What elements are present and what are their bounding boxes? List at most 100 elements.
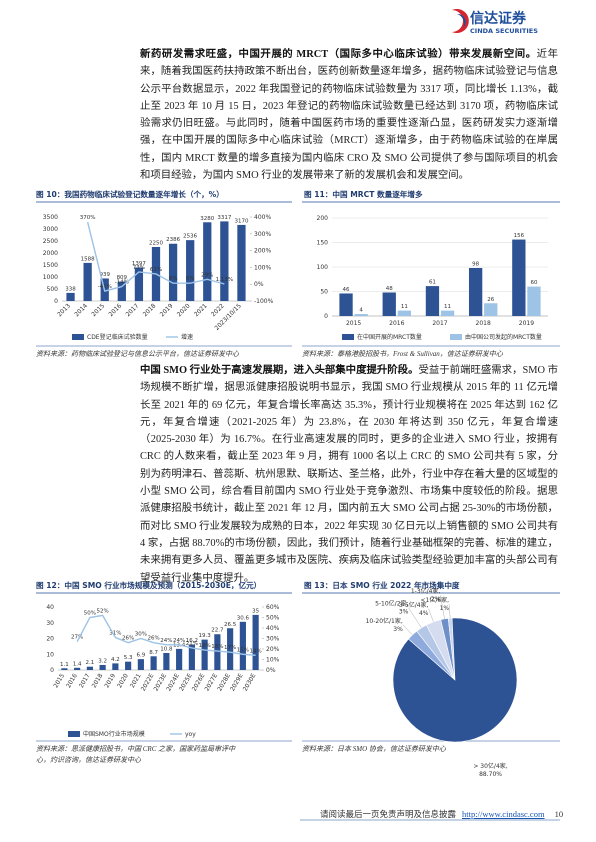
x-tick-label: 2014 bbox=[73, 302, 89, 318]
pie-label: <1亿/6家, bbox=[421, 596, 450, 604]
figure-title: 图 13：日本 SMO 行业 2022 年市场集中度 bbox=[304, 580, 460, 590]
bar bbox=[201, 639, 208, 670]
pie-value: 3% bbox=[399, 609, 409, 616]
data-label: 2250 bbox=[149, 241, 163, 247]
data-label: 26.5 bbox=[224, 622, 237, 628]
data-label: 1.1 bbox=[60, 662, 69, 668]
source: 资料来源：日本 SMO 协会，信达证券研发中心 bbox=[302, 745, 446, 753]
pie-value: 4% bbox=[419, 610, 429, 617]
data-label: 27% bbox=[71, 635, 83, 641]
pie-slice bbox=[392, 617, 518, 743]
data-label: 73% bbox=[133, 265, 145, 271]
x-tick-label: 2015 bbox=[90, 302, 106, 318]
logo-subtext: CINDA SECURITIES bbox=[470, 27, 538, 35]
y2-tick-label: 0% bbox=[254, 281, 264, 288]
line bbox=[86, 221, 225, 292]
x-tick-label: 2017 bbox=[125, 302, 141, 318]
data-label: 6.9 bbox=[137, 653, 146, 659]
data-label: 1.13% bbox=[216, 277, 233, 283]
data-label: 24% bbox=[173, 638, 185, 644]
x-tick-label: 2018 bbox=[142, 302, 158, 318]
y-tick-label: 3500 bbox=[43, 214, 58, 221]
bar bbox=[382, 292, 396, 316]
source: 资料来源：药物临床试验登记与信息公示平台，信达证券研发中心 bbox=[36, 350, 239, 358]
bar bbox=[252, 614, 259, 670]
x-tick-label: 2018 bbox=[476, 320, 491, 327]
data-label: 2536 bbox=[183, 234, 197, 240]
y-tick-label: 100 bbox=[317, 264, 329, 271]
data-label: 1.4 bbox=[73, 661, 82, 667]
data-label: 19.3 bbox=[199, 633, 212, 639]
y2-tick-label: 200% bbox=[254, 248, 271, 255]
data-label: 2386 bbox=[166, 237, 180, 243]
pie-label: 5-10亿/2家, bbox=[375, 600, 408, 608]
data-label: 5.3 bbox=[124, 655, 133, 661]
data-label: 156 bbox=[514, 233, 525, 239]
data-label: 17% bbox=[224, 645, 236, 651]
bar bbox=[99, 664, 106, 670]
data-label: 61% bbox=[150, 267, 162, 273]
data-label: 15% bbox=[237, 647, 249, 653]
bar bbox=[227, 628, 234, 670]
x-tick-label: 2020 bbox=[116, 672, 130, 689]
pie-value: 88.70% bbox=[479, 771, 502, 778]
bar bbox=[527, 286, 541, 316]
data-label: 4.2 bbox=[111, 657, 120, 663]
leader-line bbox=[408, 607, 422, 628]
legend-label: 中国SMO行业市场规模 bbox=[83, 730, 145, 738]
bar bbox=[188, 644, 195, 670]
pie-label: 1-3亿/4家, bbox=[411, 587, 441, 595]
data-label: 24% bbox=[160, 638, 172, 644]
data-label: 18% bbox=[211, 644, 223, 650]
x-tick-label: 2020 bbox=[176, 302, 192, 318]
data-label: 26% bbox=[122, 636, 134, 642]
leader-line bbox=[440, 595, 445, 619]
bar bbox=[339, 293, 353, 316]
paragraph: 中国 SMO 行业处于高速发展期，进入头部集中度提升阶段。受益于前端旺盛需求，S… bbox=[140, 362, 558, 587]
bar bbox=[137, 659, 144, 670]
x-tick-label: 2019 bbox=[519, 320, 534, 327]
data-label: 29% bbox=[201, 272, 213, 278]
data-label: 19% bbox=[199, 643, 211, 649]
bar bbox=[468, 267, 483, 316]
legend-swatch bbox=[342, 334, 354, 340]
leader-line bbox=[402, 624, 413, 636]
logo-mark bbox=[452, 8, 469, 34]
y-tick-label: 1500 bbox=[43, 262, 58, 269]
bar bbox=[237, 224, 246, 301]
y-tick-label: 30 bbox=[46, 620, 54, 627]
logo-text: 信达证券 bbox=[470, 10, 527, 27]
y-tick-label: 0 bbox=[50, 667, 54, 674]
bar bbox=[134, 267, 144, 301]
data-label: 21% bbox=[186, 641, 198, 647]
paragraph: 新药研发需求旺盛，中国开展的 MRCT（国际多中心临床试验）带来发展新空间。近年… bbox=[140, 46, 558, 184]
data-label: 11 bbox=[401, 304, 408, 310]
data-label: -41% bbox=[98, 284, 112, 290]
data-label: 11 bbox=[444, 304, 451, 310]
data-label: 1397 bbox=[132, 261, 146, 267]
url[interactable]: http://www.cindasc.com bbox=[462, 809, 545, 819]
bar bbox=[112, 663, 119, 670]
leader-line bbox=[428, 608, 434, 622]
x-tick-label: 2019 bbox=[159, 302, 175, 318]
y2-tick-label: 50% bbox=[266, 615, 280, 622]
y-tick-label: 50 bbox=[320, 289, 328, 296]
bar bbox=[186, 240, 195, 301]
bar bbox=[74, 667, 81, 670]
line bbox=[76, 614, 256, 656]
pie-label: > 30亿/4家, bbox=[473, 762, 507, 770]
data-label: 2.1 bbox=[86, 660, 95, 666]
bar bbox=[125, 661, 132, 670]
data-label: 35 bbox=[252, 608, 259, 614]
y2-tick-label: 10% bbox=[266, 657, 280, 664]
y-tick-label: 10 bbox=[46, 651, 54, 658]
x-tick-label: 2030E bbox=[242, 672, 258, 692]
data-label: 52% bbox=[97, 608, 109, 614]
legend-label: CDE登记临床试验数量 bbox=[87, 333, 148, 341]
y2-tick-label: 400% bbox=[254, 214, 271, 221]
lead: 新药研发需求旺盛，中国开展的 MRCT（国际多中心临床试验）带来发展新空间。 bbox=[140, 49, 537, 60]
x-tick-label: 2015 bbox=[346, 320, 361, 327]
bar bbox=[214, 634, 221, 670]
x-tick-label: 2017 bbox=[78, 672, 92, 689]
